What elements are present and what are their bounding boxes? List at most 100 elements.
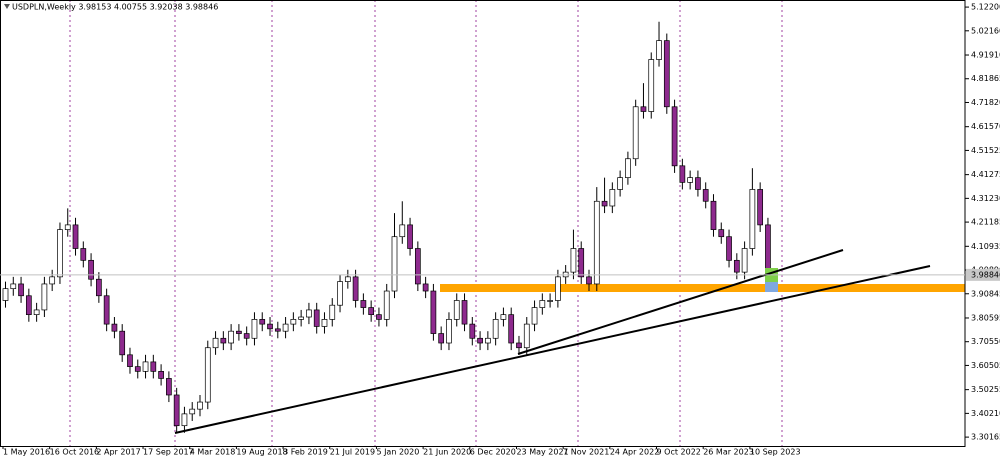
candle-body (72, 224, 79, 249)
candle-body (368, 307, 375, 316)
candle-body (41, 283, 48, 311)
candle-body (656, 40, 662, 60)
candle-body (422, 283, 429, 292)
candle-body (663, 40, 670, 108)
y-tick-label: 3.60505 (971, 361, 1000, 370)
candle-body (337, 281, 343, 306)
candle-body (376, 314, 382, 320)
candle-body (259, 319, 266, 325)
last-price-label: 3.98846 (971, 270, 1000, 279)
candle-body (485, 337, 491, 344)
x-tick-label: 7 Nov 2021 (563, 448, 609, 457)
candle-body (446, 319, 452, 344)
candle-body (671, 106, 678, 167)
y-tick-label: 3.80595 (971, 313, 1000, 322)
candle-body (10, 283, 17, 290)
candle-body (111, 323, 118, 332)
candle-body (189, 408, 196, 415)
candle-body (236, 330, 242, 334)
x-tick-label: 23 May 2021 (516, 448, 568, 457)
candle-body (282, 323, 289, 332)
menu-icon (4, 4, 10, 9)
candle-body (555, 276, 561, 301)
y-tick-label: 4.10935 (971, 242, 1000, 251)
candle-body (757, 189, 764, 226)
candle-body (679, 165, 686, 183)
x-tick-label: 4 Mar 2018 (190, 448, 236, 457)
candle-body (617, 177, 623, 190)
candle-body (523, 323, 530, 349)
x-tick-label: 1 May 2016 (3, 448, 50, 457)
candle-body (127, 354, 133, 367)
candle-body (313, 309, 320, 327)
x-tick-label: 19 Aug 2018 (236, 448, 287, 457)
candle-body (197, 401, 203, 410)
y-tick-label: 3.70550 (971, 337, 1000, 346)
y-tick-label: 4.21185 (971, 218, 1000, 227)
y-tick-label: 3.50255 (971, 385, 1000, 394)
x-tick-label: 2 Apr 2017 (96, 448, 140, 457)
y-tick-label: 3.40210 (971, 409, 1000, 418)
period-separators (69, 0, 783, 446)
candle-body (500, 314, 507, 320)
candle-body (88, 259, 94, 280)
candle-body (531, 307, 538, 325)
candle-body (142, 361, 149, 372)
x-tick-label: 24 Apr 2022 (610, 448, 659, 457)
y-tick-label: 4.91910 (971, 51, 1000, 60)
candle-body (601, 200, 608, 207)
candle-body (593, 200, 600, 285)
candle-body (383, 290, 390, 320)
support-zone (440, 284, 965, 292)
candle-body (352, 276, 359, 301)
candle-body (344, 276, 351, 282)
y-tick-label: 4.31230 (971, 194, 1000, 203)
x-tick-label: 5 Jan 2020 (376, 448, 419, 457)
candle-body (710, 200, 717, 230)
candle-body (570, 248, 577, 273)
candle-body (702, 189, 709, 202)
trend-line (517, 249, 844, 355)
candle-body (220, 337, 227, 344)
x-tick-label: 17 Sep 2017 (143, 448, 194, 457)
x-tick-label: 3 Feb 2019 (283, 448, 328, 457)
candle-body (391, 236, 398, 292)
candle-body (166, 378, 172, 396)
y-tick-label: 4.81865 (971, 74, 1000, 83)
candle-body (212, 337, 219, 349)
highlight-box (765, 282, 778, 292)
candle-body (430, 290, 437, 334)
candle-body (204, 347, 211, 403)
candle-body (360, 300, 367, 308)
candle-body (96, 278, 102, 297)
candle-body (461, 300, 468, 325)
candle-body (586, 276, 592, 285)
candle-body (453, 300, 460, 320)
candle-body (181, 413, 188, 427)
candle-body (119, 330, 126, 356)
candles (2, 21, 771, 433)
y-tick-label: 3.30165 (971, 433, 1000, 442)
x-tick-label: 6 Dec 2020 (470, 448, 516, 457)
candle-body (290, 319, 297, 325)
candle-body (399, 224, 406, 238)
candle-body (321, 319, 328, 327)
candle-body (33, 309, 40, 316)
last-price-box (966, 268, 1000, 281)
candle-body (57, 229, 63, 278)
candle-body (267, 323, 273, 330)
candle-body (414, 248, 421, 285)
candle-body (298, 316, 304, 320)
chart-title: USDPLN,Weekly 3.98153 4.00755 3.92038 3.… (12, 3, 218, 12)
candle-body (749, 189, 756, 249)
candle-body (407, 224, 413, 249)
candle-body (726, 236, 732, 261)
y-tick-label: 4.51525 (971, 146, 1000, 155)
candle-body (150, 361, 157, 372)
x-tick-label: 10 Sep 2023 (750, 448, 801, 457)
candle-body (625, 158, 631, 178)
candle-body (469, 323, 476, 339)
